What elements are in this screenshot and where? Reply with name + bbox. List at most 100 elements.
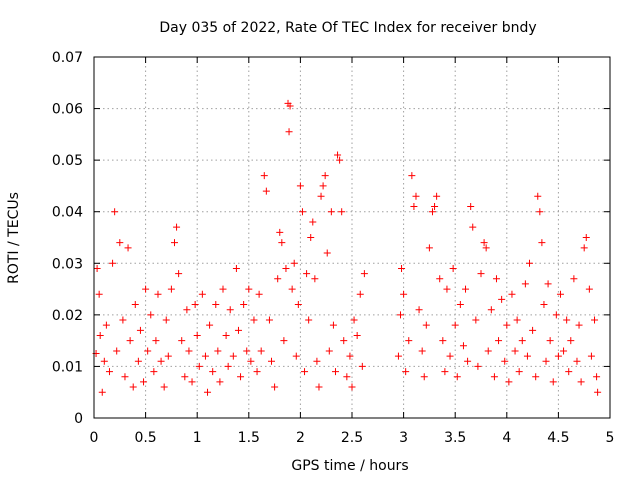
y-tick-label: 0.06: [52, 102, 83, 118]
data-point: [307, 234, 315, 241]
data-point: [219, 285, 227, 293]
data-point: [428, 208, 436, 216]
data-point: [451, 321, 459, 329]
data-point: [229, 352, 237, 360]
data-point: [296, 182, 304, 190]
data-point: [253, 368, 261, 376]
data-point: [546, 337, 554, 345]
data-point: [334, 151, 342, 159]
data-point: [245, 285, 253, 293]
data-point: [490, 373, 498, 381]
data-point: [102, 321, 110, 329]
data-point: [477, 270, 485, 278]
data-point: [560, 347, 568, 355]
data-point: [469, 223, 477, 231]
data-point: [544, 280, 552, 288]
data-point: [431, 203, 439, 211]
data-point: [577, 378, 585, 386]
y-tick-label: 0.03: [52, 256, 83, 272]
data-point: [191, 301, 199, 309]
data-point: [536, 208, 544, 216]
data-point: [338, 208, 346, 216]
data-point: [206, 321, 214, 329]
data-point: [325, 347, 333, 355]
data-point: [446, 352, 454, 360]
data-point: [580, 244, 588, 252]
y-tick-label: 0: [74, 411, 83, 427]
data-point: [157, 357, 165, 365]
data-point: [508, 290, 516, 298]
data-point: [255, 290, 263, 298]
data-point: [129, 383, 137, 391]
data-point: [224, 362, 232, 370]
data-point: [415, 306, 423, 314]
data-point: [400, 290, 408, 298]
data-point: [105, 368, 113, 376]
data-point: [113, 347, 121, 355]
x-tick-label: 4: [502, 430, 511, 446]
data-point: [323, 249, 331, 257]
data-point: [315, 383, 323, 391]
data-point: [394, 352, 402, 360]
chart-title: Day 035 of 2022, Rate Of TEC Index for r…: [159, 20, 536, 36]
data-point: [582, 234, 590, 241]
tick-marks: [93, 56, 611, 419]
data-point: [556, 290, 564, 298]
data-point: [131, 301, 139, 309]
x-tick-label: 3.5: [444, 430, 466, 446]
data-point: [164, 352, 172, 360]
data-point: [116, 239, 124, 247]
data-point: [505, 378, 513, 386]
y-tick-label: 0.02: [52, 308, 83, 324]
data-point: [303, 270, 311, 278]
data-point: [518, 337, 526, 345]
data-point: [288, 285, 296, 293]
data-point: [274, 275, 282, 283]
data-point: [134, 357, 142, 365]
data-point: [100, 357, 108, 365]
data-point: [247, 357, 255, 365]
data-point: [585, 285, 593, 293]
data-point: [511, 347, 519, 355]
data-point: [532, 373, 540, 381]
data-point: [313, 357, 321, 365]
data-point: [144, 347, 152, 355]
data-point: [591, 316, 599, 324]
x-tick-label: 4.5: [547, 430, 569, 446]
data-point: [185, 347, 193, 355]
data-point: [594, 388, 602, 396]
data-point: [563, 316, 571, 324]
data-point: [226, 306, 234, 314]
data-point: [472, 316, 480, 324]
data-point: [348, 383, 356, 391]
data-point: [309, 218, 317, 226]
data-point: [154, 290, 162, 298]
data-point: [167, 285, 175, 293]
data-point: [360, 270, 368, 278]
data-point: [126, 337, 134, 345]
data-point: [183, 306, 191, 314]
data-point: [453, 373, 461, 381]
data-point: [346, 352, 354, 360]
data-point: [542, 357, 550, 365]
data-point: [260, 172, 268, 180]
data-point: [319, 182, 327, 190]
data-point: [358, 362, 366, 370]
data-point: [204, 388, 212, 396]
data-point: [422, 321, 430, 329]
data-point: [418, 347, 426, 355]
data-point: [93, 264, 101, 272]
data-point: [552, 311, 560, 319]
data-point: [443, 285, 451, 293]
data-point: [317, 192, 325, 200]
data-point: [201, 352, 209, 360]
data-point: [95, 290, 103, 298]
data-point: [474, 362, 482, 370]
data-point: [195, 362, 203, 370]
data-point: [98, 388, 106, 396]
data-point: [321, 172, 329, 180]
data-point: [482, 244, 490, 252]
x-axis-label: GPS time / hours: [291, 458, 408, 474]
data-point: [398, 264, 406, 272]
data-point: [350, 316, 358, 324]
